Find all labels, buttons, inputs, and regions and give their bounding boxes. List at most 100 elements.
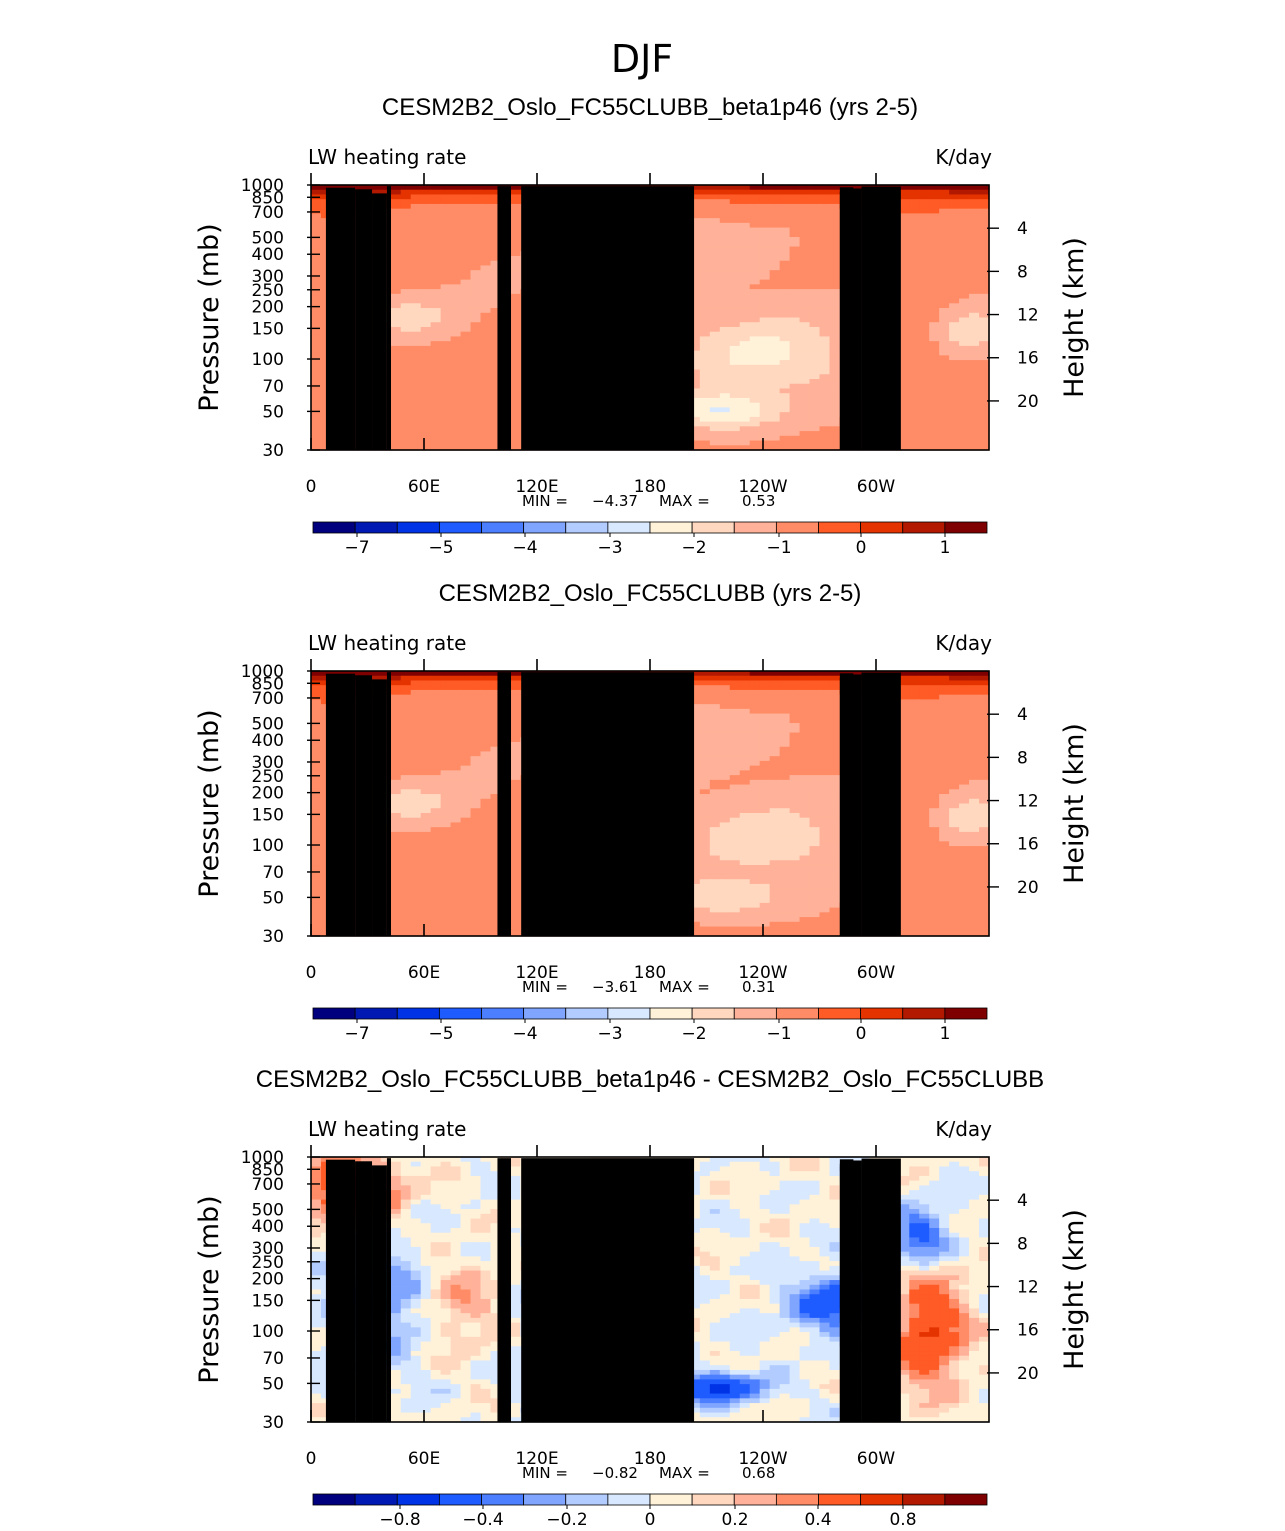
heatmap-cell — [829, 208, 841, 214]
heatmap-cell — [699, 237, 711, 243]
heatmap-cell — [829, 199, 841, 205]
heatmap-cell — [769, 741, 781, 748]
heatmap-cell — [769, 393, 781, 399]
heatmap-cell — [979, 708, 990, 715]
heatmap-cell — [510, 416, 521, 423]
heatmap-cell — [899, 718, 910, 724]
heatmap-cell — [949, 241, 960, 248]
heatmap-cell — [799, 336, 811, 342]
heatmap-cell — [709, 298, 721, 304]
heatmap-cell — [689, 185, 701, 191]
heatmap-cell — [929, 265, 940, 271]
heatmap-cell — [819, 671, 831, 677]
heatmap-cell — [799, 237, 811, 243]
heatmap-cell — [809, 194, 821, 200]
heatmap-cell — [819, 374, 831, 380]
heatmap-cell — [929, 426, 940, 432]
heatmap-cell — [400, 723, 412, 729]
heatmap-cell — [909, 341, 920, 347]
heatmap-cell — [739, 208, 751, 214]
heatmap-cell — [729, 421, 741, 427]
heatmap-cell — [919, 270, 930, 276]
heatmap-cell — [470, 241, 482, 248]
heatmap-cell — [719, 737, 731, 743]
heatmap-cell — [949, 213, 960, 219]
heatmap-cell — [450, 222, 462, 229]
heatmap-cell — [719, 355, 731, 361]
colorbar-swatch — [691, 521, 735, 534]
heatmap-cell — [899, 341, 910, 347]
heatmap-cell — [799, 241, 811, 248]
heatmap-cell — [470, 208, 482, 214]
heatmap-cell — [689, 435, 701, 442]
heatmap-cell — [450, 345, 462, 352]
heatmap-cell — [311, 345, 322, 352]
heatmap-cell — [749, 374, 761, 380]
heatmap-cell — [949, 699, 960, 705]
heatmap-cell — [939, 331, 950, 338]
heatmap-cell — [919, 383, 930, 390]
heatmap-cell — [689, 326, 701, 333]
heatmap-cell — [739, 364, 751, 371]
heatmap-cell — [919, 312, 930, 319]
heatmap-cell — [919, 393, 930, 399]
heatmap-cell — [759, 213, 771, 219]
heatmap-cell — [440, 723, 452, 729]
heatmap-cell — [689, 723, 701, 729]
heatmap-cell — [410, 421, 422, 427]
heatmap-cell — [420, 741, 432, 748]
heatmap-cell — [480, 445, 492, 451]
heatmap-cell — [400, 345, 412, 352]
heatmap-cell — [819, 718, 831, 724]
heatmap-cell — [311, 402, 322, 409]
heatmap-cell — [919, 708, 930, 715]
heatmap-cell — [769, 704, 781, 710]
heatmap-cell — [390, 355, 402, 361]
heatmap-cell — [929, 345, 940, 352]
heatmap-cell — [769, 407, 781, 413]
heatmap-cell — [969, 260, 980, 267]
heatmap-cell — [749, 393, 761, 399]
heatmap-cell — [829, 298, 841, 304]
heatmap-cell — [480, 218, 492, 224]
heatmap-cell — [949, 312, 960, 319]
heatmap-cell — [311, 713, 322, 719]
heatmap-cell — [400, 350, 412, 356]
heatmap-cell — [390, 426, 402, 432]
heatmap-cell — [510, 421, 521, 427]
heatmap-cell — [749, 699, 761, 705]
heatmap-cell — [490, 260, 502, 267]
heatmap-cell — [400, 255, 412, 262]
heatmap-cell — [719, 727, 731, 734]
heatmap-cell — [450, 246, 462, 252]
heatmap-cell — [979, 237, 990, 243]
heatmap-cell — [709, 718, 721, 724]
heatmap-cell — [709, 312, 721, 319]
heatmap-cell — [440, 440, 452, 446]
heatmap-cell — [719, 194, 731, 200]
heatmap-cell — [410, 689, 422, 696]
heatmap-cell — [909, 326, 920, 333]
heatmap-cell — [410, 440, 422, 446]
heatmap-cell — [899, 421, 910, 427]
heatmap-cell — [510, 189, 521, 196]
heatmap-cell — [919, 388, 930, 394]
heatmap-cell — [789, 255, 801, 262]
heatmap-cell — [709, 265, 721, 271]
heatmap-cell — [969, 279, 980, 285]
heatmap-cell — [510, 440, 521, 446]
heatmap-cell — [460, 284, 472, 290]
heatmap-cell — [699, 213, 711, 219]
heatmap-cell — [480, 312, 492, 319]
heatmap-cell — [699, 317, 711, 323]
heatmap-cell — [420, 312, 432, 319]
heatmap-cell — [460, 675, 472, 682]
heatmap-cell — [809, 718, 821, 724]
heatmap-cell — [979, 270, 990, 276]
heatmap-cell — [420, 284, 432, 290]
heatmap-cell — [799, 680, 811, 686]
heatmap-cell — [400, 270, 412, 276]
heatmap-cell — [490, 255, 502, 262]
heatmap-cell — [929, 383, 940, 390]
heatmap-cell — [729, 274, 741, 281]
